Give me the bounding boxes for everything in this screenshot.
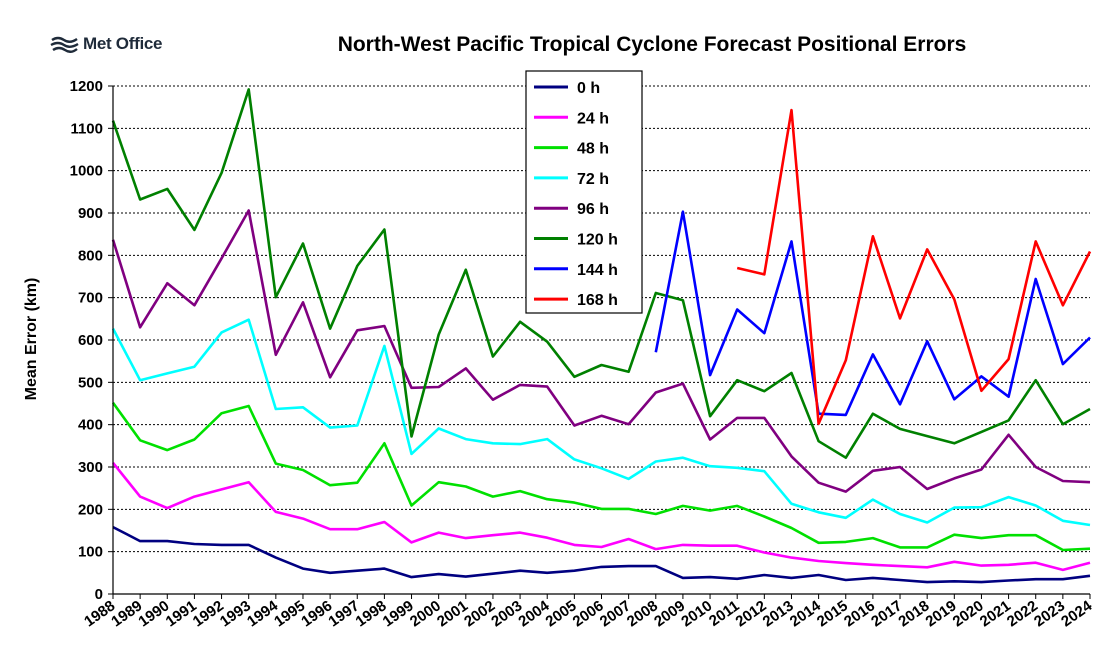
legend-box — [525, 70, 643, 314]
y-axis-label: Mean Error (km) — [23, 278, 40, 401]
y-tick-label: 800 — [78, 247, 103, 264]
y-tick-label: 500 — [78, 374, 103, 391]
series-line-168h — [736, 108, 1092, 426]
legend-label-144h: 144 h — [577, 262, 618, 279]
x-tick-label: 2024 — [1058, 597, 1096, 630]
y-tick-label: 900 — [78, 205, 103, 222]
legend-label-120h: 120 h — [577, 232, 618, 249]
chart-title: North-West Pacific Tropical Cyclone Fore… — [338, 33, 967, 56]
y-tick-label: 1100 — [70, 120, 103, 137]
series-line-24h — [111, 461, 1091, 572]
legend-label-0h: 0 h — [577, 80, 600, 97]
series-line-96h — [111, 209, 1091, 493]
y-tick-label: 200 — [78, 501, 103, 518]
legend: 0 h 24 h 48 h 72 h 96 h 120 h 144 h 168 h — [525, 70, 643, 314]
met-office-swirl-icon — [50, 36, 79, 53]
series-lines — [111, 88, 1092, 584]
legend-label-96h: 96 h — [577, 201, 609, 218]
y-tick-label: 0 — [95, 586, 103, 603]
legend-label-48h: 48 h — [577, 141, 609, 158]
series-line-0h — [112, 525, 1091, 584]
y-tick-label: 100 — [78, 544, 103, 561]
logo-text: Met Office — [83, 34, 163, 53]
y-tick-label: 400 — [78, 417, 103, 434]
y-tick-label: 1000 — [70, 163, 103, 180]
series-line-72h — [111, 318, 1091, 527]
legend-label-168h: 168 h — [577, 292, 618, 309]
legend-label-72h: 72 h — [577, 171, 609, 188]
met-office-logo: Met Office — [50, 34, 162, 54]
y-tick-label: 300 — [78, 459, 103, 476]
series-line-48h — [111, 401, 1091, 552]
legend-label-24h: 24 h — [577, 110, 609, 127]
series-line-144h — [654, 210, 1091, 417]
series-line-120h — [111, 88, 1091, 460]
y-tick-label: 600 — [78, 332, 103, 349]
y-tick-label: 700 — [78, 290, 103, 307]
y-tick-label: 1200 — [70, 78, 103, 95]
